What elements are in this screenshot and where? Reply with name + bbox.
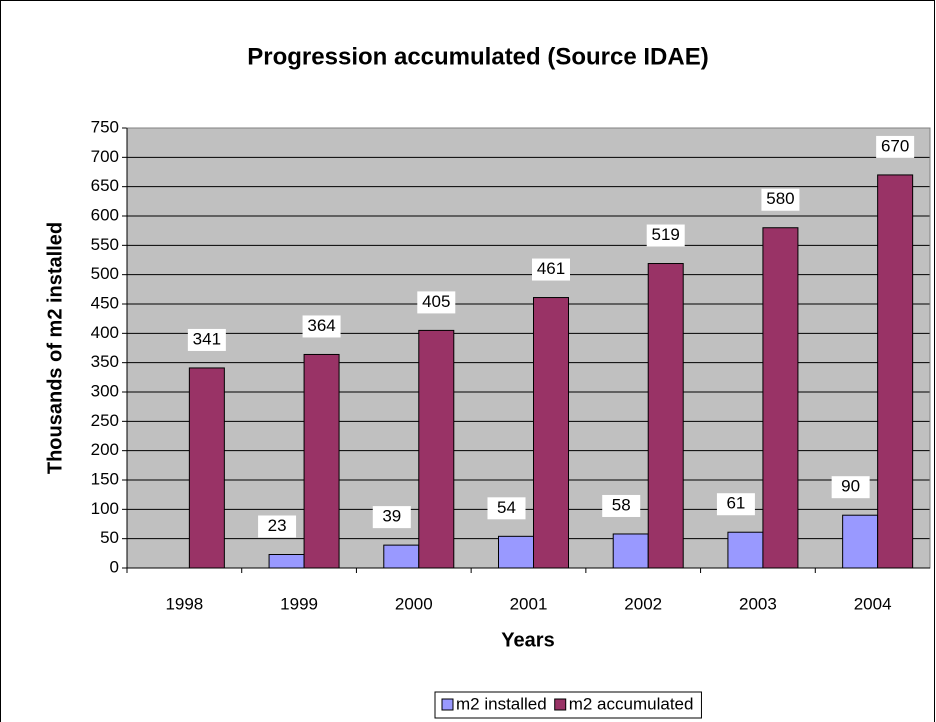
legend-label: m2 installed	[456, 694, 547, 713]
y-tick-label: 700	[91, 147, 119, 166]
y-tick-label: 550	[91, 235, 119, 254]
bar	[762, 227, 799, 569]
y-tick-label: 500	[91, 264, 119, 283]
value-label: 364	[307, 316, 335, 335]
y-tick-label: 650	[91, 176, 119, 195]
x-tick-label: 2002	[624, 594, 662, 613]
value-label-box	[761, 188, 800, 211]
y-tick-label: 750	[91, 117, 119, 136]
value-label: 580	[766, 189, 794, 208]
x-tick-label: 2003	[739, 594, 777, 613]
value-label-box	[417, 291, 456, 314]
value-label-box	[487, 497, 526, 520]
value-label-box	[831, 476, 870, 499]
y-tick-label: 350	[91, 352, 119, 371]
plot-background	[127, 128, 930, 568]
y-tick-label: 100	[91, 499, 119, 518]
value-label-box	[532, 258, 570, 281]
y-tick-label: 300	[91, 381, 119, 400]
value-label: 23	[268, 516, 287, 535]
bar	[498, 535, 534, 569]
bar	[188, 367, 225, 569]
x-tick-label: 1999	[280, 594, 318, 613]
y-tick-label: 400	[91, 323, 119, 342]
legend-swatch	[554, 698, 567, 711]
value-label: 61	[726, 494, 745, 513]
x-axis-label: Years	[501, 629, 554, 651]
value-label-box	[372, 506, 411, 529]
x-tick-label: 1998	[165, 594, 203, 613]
value-label: 405	[422, 292, 450, 311]
value-label: 519	[652, 225, 680, 244]
value-label: 461	[537, 259, 565, 278]
value-label-box	[187, 328, 226, 351]
x-tick-label: 2000	[395, 594, 433, 613]
value-label-box	[716, 493, 755, 516]
x-tick-label: 2001	[510, 594, 548, 613]
chart-title: Progression accumulated (Source IDAE)	[247, 43, 708, 70]
bar	[727, 531, 764, 569]
bar	[647, 263, 684, 569]
y-tick-label: 450	[91, 293, 119, 312]
legend-label: m2 accumulated	[569, 694, 694, 713]
value-label-box	[876, 135, 915, 158]
y-tick-label: 0	[110, 557, 119, 576]
legend-box	[434, 691, 702, 719]
value-label: 341	[193, 329, 221, 348]
y-axis-label: Thousands of m2 installed	[44, 222, 66, 474]
value-label: 670	[881, 136, 909, 155]
value-label-box	[602, 494, 641, 517]
bar	[842, 514, 879, 569]
value-label: 90	[841, 477, 860, 496]
value-label-box	[646, 224, 685, 247]
y-tick-label: 250	[91, 411, 119, 430]
bar	[533, 297, 569, 569]
x-tick-label: 2004	[854, 594, 892, 613]
bar	[383, 544, 420, 569]
y-tick-label: 600	[91, 205, 119, 224]
legend-swatch	[441, 698, 454, 711]
bar	[303, 353, 340, 569]
value-label: 54	[497, 498, 516, 517]
value-label-box	[258, 515, 297, 538]
bar	[268, 554, 305, 569]
value-label-box	[302, 315, 341, 338]
value-label: 58	[612, 495, 631, 514]
y-tick-label: 200	[91, 440, 119, 459]
bar	[877, 174, 914, 569]
bar	[418, 329, 455, 569]
y-tick-label: 150	[91, 469, 119, 488]
bar	[612, 533, 649, 569]
y-tick-label: 50	[100, 528, 119, 547]
value-label: 39	[382, 507, 401, 526]
